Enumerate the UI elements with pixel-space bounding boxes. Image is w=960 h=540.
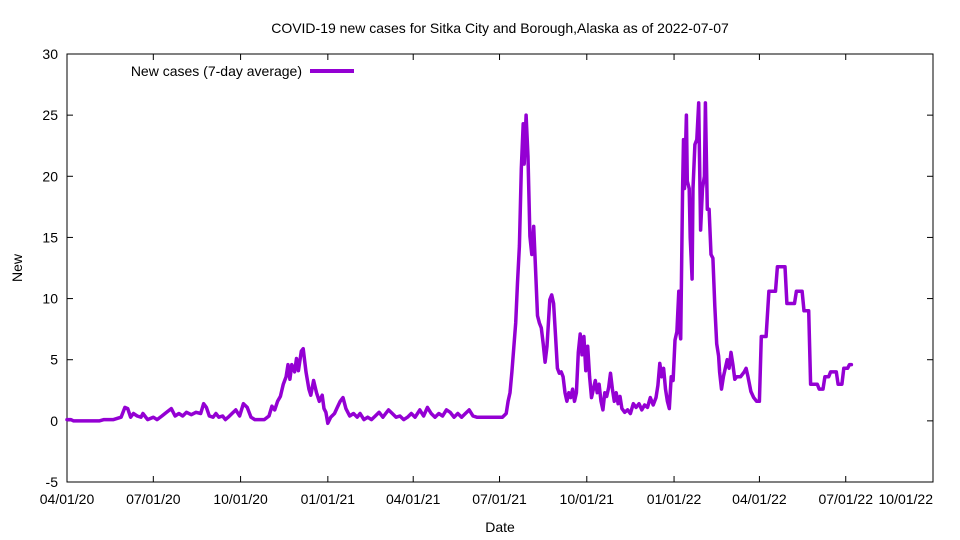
- x-tick-label: 07/01/20: [126, 491, 181, 507]
- x-axis-title: Date: [485, 519, 515, 535]
- x-axis: 04/01/20 07/01/20 10/01/20 01/01/21 04/01/21…: [40, 54, 934, 507]
- y-tick-label: 5: [50, 352, 58, 368]
- x-tick-label: 01/01/21: [301, 491, 356, 507]
- y-tick-label: 15: [42, 229, 58, 245]
- y-tick-label: -5: [46, 474, 59, 490]
- x-tick-label: 10/01/22: [879, 491, 934, 507]
- y-tick-label: 25: [42, 107, 58, 123]
- y-axis: -5 0 5 10 15 20 25 30: [42, 46, 933, 490]
- x-tick-label: 04/01/22: [732, 491, 787, 507]
- legend-entry-label: New cases (7-day average): [131, 63, 302, 79]
- x-tick-label: 10/01/21: [560, 491, 615, 507]
- y-tick-label: 30: [42, 46, 58, 62]
- legend: New cases (7-day average): [131, 63, 354, 79]
- plot-frame: [66, 53, 934, 483]
- series-layer: [65, 101, 854, 426]
- y-tick-label: 10: [42, 291, 58, 307]
- x-tick-label: 01/01/22: [647, 491, 702, 507]
- chart-title: COVID-19 new cases for Sitka City and Bo…: [271, 20, 729, 36]
- x-tick-label: 04/01/20: [40, 491, 95, 507]
- x-tick-label: 04/01/21: [386, 491, 441, 507]
- y-tick-label: 20: [42, 168, 58, 184]
- y-tick-label: 0: [50, 413, 58, 429]
- x-tick-label: 07/01/22: [818, 491, 873, 507]
- x-tick-label: 07/01/21: [472, 491, 527, 507]
- x-tick-label: 10/01/20: [213, 491, 268, 507]
- series-line: [65, 101, 854, 426]
- y-axis-title: New: [9, 253, 25, 282]
